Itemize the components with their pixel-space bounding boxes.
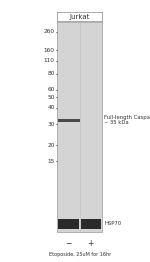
Text: 20: 20 (47, 143, 55, 148)
Bar (58, 219, 79, 229)
Text: 160: 160 (44, 48, 55, 53)
Text: 110: 110 (44, 58, 55, 63)
Bar (57, 22, 102, 232)
Text: 260: 260 (44, 29, 55, 35)
Text: HSP70: HSP70 (104, 221, 121, 226)
Text: Jurkat: Jurkat (69, 14, 90, 19)
Text: +: + (88, 239, 94, 248)
Text: 80: 80 (47, 71, 55, 77)
Text: −: − (65, 239, 71, 248)
Text: Etoposide, 25uM for 16hr: Etoposide, 25uM for 16hr (49, 252, 111, 257)
Text: 30: 30 (47, 122, 55, 127)
Text: 60: 60 (47, 87, 55, 92)
Text: Full-length Caspase-7: Full-length Caspase-7 (104, 115, 150, 120)
Text: 50: 50 (47, 95, 55, 100)
Text: 40: 40 (47, 105, 55, 111)
Text: ~ 35 kDa: ~ 35 kDa (104, 120, 129, 125)
Bar (81, 219, 101, 229)
Text: 15: 15 (47, 159, 55, 164)
Bar (58, 119, 80, 122)
